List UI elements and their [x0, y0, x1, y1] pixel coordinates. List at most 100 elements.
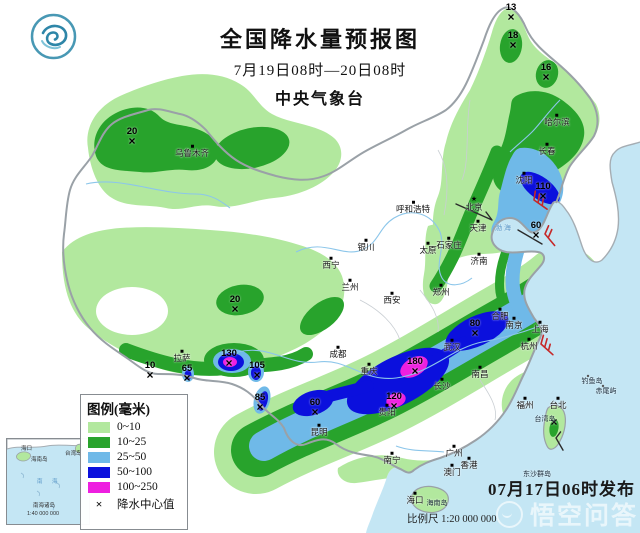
city-dot-icon	[413, 491, 417, 495]
city-dot-icon	[476, 219, 480, 223]
city-dot-icon	[522, 171, 526, 175]
city-name: 拉萨	[173, 352, 191, 363]
precip-center-x-icon: ×	[532, 227, 540, 242]
city-dot-icon	[498, 307, 502, 311]
city-name: 济南	[470, 255, 488, 266]
city-dot-icon	[367, 362, 371, 366]
precip-center-x-icon: ×	[253, 367, 261, 382]
city-dot-icon	[440, 377, 444, 381]
city-dot-icon	[512, 316, 516, 320]
diaoyu-islet	[586, 374, 590, 378]
city-label: 兰州	[341, 278, 359, 292]
geo-label: 渤海	[495, 225, 513, 232]
legend-range-label: 100~250	[117, 481, 158, 493]
city-label: 济南	[470, 252, 488, 266]
precip-center-x-icon: ×	[231, 301, 239, 316]
precip-center-marker: 60 ×	[310, 398, 321, 418]
city-label: 南宁	[383, 451, 401, 465]
city-label: 武汉	[443, 338, 461, 352]
city-dot-icon	[450, 338, 454, 342]
city-dot-icon	[348, 278, 352, 282]
legend-range-label: 25~50	[117, 451, 147, 463]
precip-center-value: 85	[254, 392, 266, 403]
precip-center-marker: 16 ×	[541, 63, 552, 84]
hainan-island	[410, 485, 449, 514]
city-name: 台北	[549, 399, 567, 410]
city-name: 合肥	[491, 310, 509, 321]
precip-center-value: 130	[221, 348, 237, 359]
geo-label: 赤尾屿	[595, 388, 617, 395]
city-label: 呼和浩特	[396, 200, 430, 214]
city-dot-icon	[390, 291, 394, 295]
capital-star-icon: ★	[470, 195, 478, 203]
city-name: 天津	[469, 222, 487, 233]
legend-box: 图例(毫米) 0~10 10~25 25~50 50~100 100~250 × 降水中…	[80, 394, 188, 530]
city-dot-icon	[538, 320, 542, 324]
precip-center-marker: 130 ×	[221, 348, 237, 369]
city-label: 福州	[516, 396, 534, 410]
city-label: 石家庄	[436, 236, 462, 250]
city-name: 南昌	[471, 368, 489, 379]
precip-center-value: 180	[407, 356, 423, 367]
legend-swatch	[88, 466, 110, 478]
city-label: 上海	[531, 320, 549, 334]
precip-center-x-icon: ×	[542, 69, 550, 84]
city-label: 澳门	[443, 463, 461, 477]
city-dot-icon	[364, 238, 368, 242]
city-name: 贵阳	[378, 406, 396, 417]
watermark-icon	[495, 500, 523, 528]
precip-center-marker: 20 ×	[230, 295, 241, 316]
watermark-text: 悟空问答	[529, 502, 638, 530]
precip-center-marker: 20 ×	[127, 127, 138, 147]
city-name: 南京	[505, 319, 523, 330]
cma-logo	[30, 13, 77, 60]
city-dot-icon	[478, 365, 482, 369]
agency-name: 中央气象台	[274, 91, 365, 109]
precip-center-marker: 110 ×	[535, 181, 551, 202]
precip-center-x-icon: ×	[509, 37, 517, 52]
city-label: 贵阳	[378, 403, 396, 417]
city-dot-icon	[477, 252, 481, 256]
precip-center-marker: 105 ×	[249, 361, 265, 382]
precip-center-value: 65	[181, 363, 193, 374]
city-dot-icon	[426, 241, 430, 245]
city-dot-icon	[439, 283, 443, 287]
city-name: 昆明	[310, 426, 328, 437]
legend-title: 图例(毫米)	[87, 402, 150, 417]
city-dot-icon	[555, 113, 559, 117]
coastline	[553, 141, 640, 263]
precip-center-marker: 10 ×	[145, 361, 156, 382]
precip-center-marker: 80 ×	[470, 319, 481, 340]
city-label: 乌鲁木齐	[174, 144, 210, 158]
china-border	[62, 6, 599, 474]
city-name: 兰州	[341, 281, 359, 292]
city-name: 北京	[465, 201, 483, 212]
legend-item: 10~25	[88, 436, 187, 448]
city-name: 乌鲁木齐	[174, 147, 210, 158]
legend-range-label: 10~25	[117, 436, 147, 448]
legend-item: 25~50	[88, 451, 187, 463]
precip-center-value: 110	[535, 181, 551, 192]
city-name: 海口	[406, 494, 424, 505]
precip-center-x-icon: ×	[146, 367, 154, 382]
legend-center-row: × 降水中心值	[88, 496, 187, 512]
city-label: 海口	[406, 491, 424, 505]
precip-center-marker: 65 ×	[181, 363, 193, 385]
precip-center-x-icon: ×	[183, 370, 191, 385]
city-dot-icon	[523, 396, 527, 400]
precip-center-x-icon: ×	[471, 325, 479, 340]
precip-center-marker: ×	[550, 416, 557, 428]
legend-item: 100~250	[88, 481, 187, 493]
city-label: 拉萨	[173, 349, 191, 363]
city-name: 西宁	[322, 259, 340, 270]
city-name: 澳门	[443, 466, 461, 477]
city-label: 长沙	[433, 377, 451, 391]
precip-center-marker: 18 ×	[508, 31, 519, 52]
geo-label: 东沙群岛	[523, 471, 551, 478]
city-label: 天津	[469, 219, 487, 233]
city-dot-icon	[317, 423, 321, 427]
city-label: 南京	[505, 316, 523, 330]
watermark: 悟空问答	[495, 496, 638, 532]
wind-barb-icons	[455, 190, 564, 451]
